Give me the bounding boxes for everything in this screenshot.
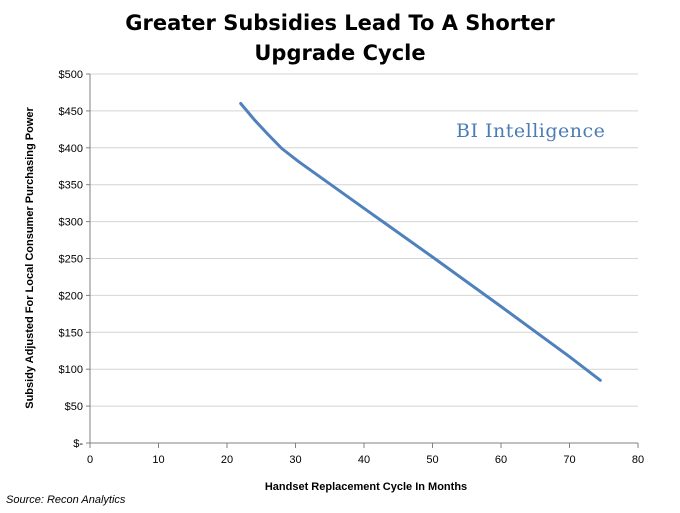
x-axis-label: Handset Replacement Cycle In Months <box>265 481 467 493</box>
data-point <box>253 118 256 121</box>
data-point <box>239 102 242 105</box>
y-tick-label: $250 <box>59 254 83 266</box>
x-tick-label: 60 <box>495 454 507 466</box>
x-tick-label: 30 <box>289 454 301 466</box>
y-axis-ticks: $- $50 $100 $150 $200 $250 $300 $350 $400 $450 $50… <box>59 69 90 450</box>
brand-watermark: BI Intelligence <box>456 120 606 142</box>
series-line <box>239 102 602 382</box>
x-axis-ticks: 0 10 20 30 40 50 60 70 80 <box>87 443 644 466</box>
data-point <box>599 379 602 382</box>
y-tick-label: $350 <box>59 180 83 192</box>
y-tick-label: $500 <box>59 69 83 81</box>
x-tick-label: 40 <box>358 454 370 466</box>
series <box>239 102 602 382</box>
chart-title-line-1: Greater Subsidies Lead To A Shorter <box>125 11 555 35</box>
y-tick-label: $200 <box>59 290 83 302</box>
x-tick-label: 10 <box>152 454 164 466</box>
x-tick-label: 80 <box>632 454 644 466</box>
x-tick-label: 70 <box>563 454 575 466</box>
y-axis-label: Subsidy Adjusted For Local Consumer Purc… <box>24 107 36 409</box>
data-point <box>266 133 270 136</box>
y-tick-label: $100 <box>59 364 83 376</box>
y-tick-label: $150 <box>59 327 83 339</box>
data-point <box>431 255 434 259</box>
source-note: Source: Recon Analytics <box>6 494 126 506</box>
y-tick-label: $300 <box>59 217 83 229</box>
data-point <box>362 207 366 210</box>
chart-title: Greater Subsidies Lead To A Shorter Upgr… <box>0 8 680 68</box>
x-tick-label: 20 <box>221 454 233 466</box>
y-tick-label: $50 <box>65 401 83 413</box>
data-point <box>297 160 301 164</box>
data-point <box>568 355 571 358</box>
data-point <box>280 147 283 150</box>
gridlines <box>90 73 638 407</box>
x-tick-label: 0 <box>87 454 93 466</box>
chart-title-line-2: Upgrade Cycle <box>254 41 426 65</box>
y-tick-label: $- <box>73 438 83 450</box>
y-tick-label: $400 <box>59 143 83 155</box>
x-tick-label: 50 <box>426 454 438 466</box>
data-point <box>499 305 503 308</box>
y-tick-label: $450 <box>59 106 83 118</box>
